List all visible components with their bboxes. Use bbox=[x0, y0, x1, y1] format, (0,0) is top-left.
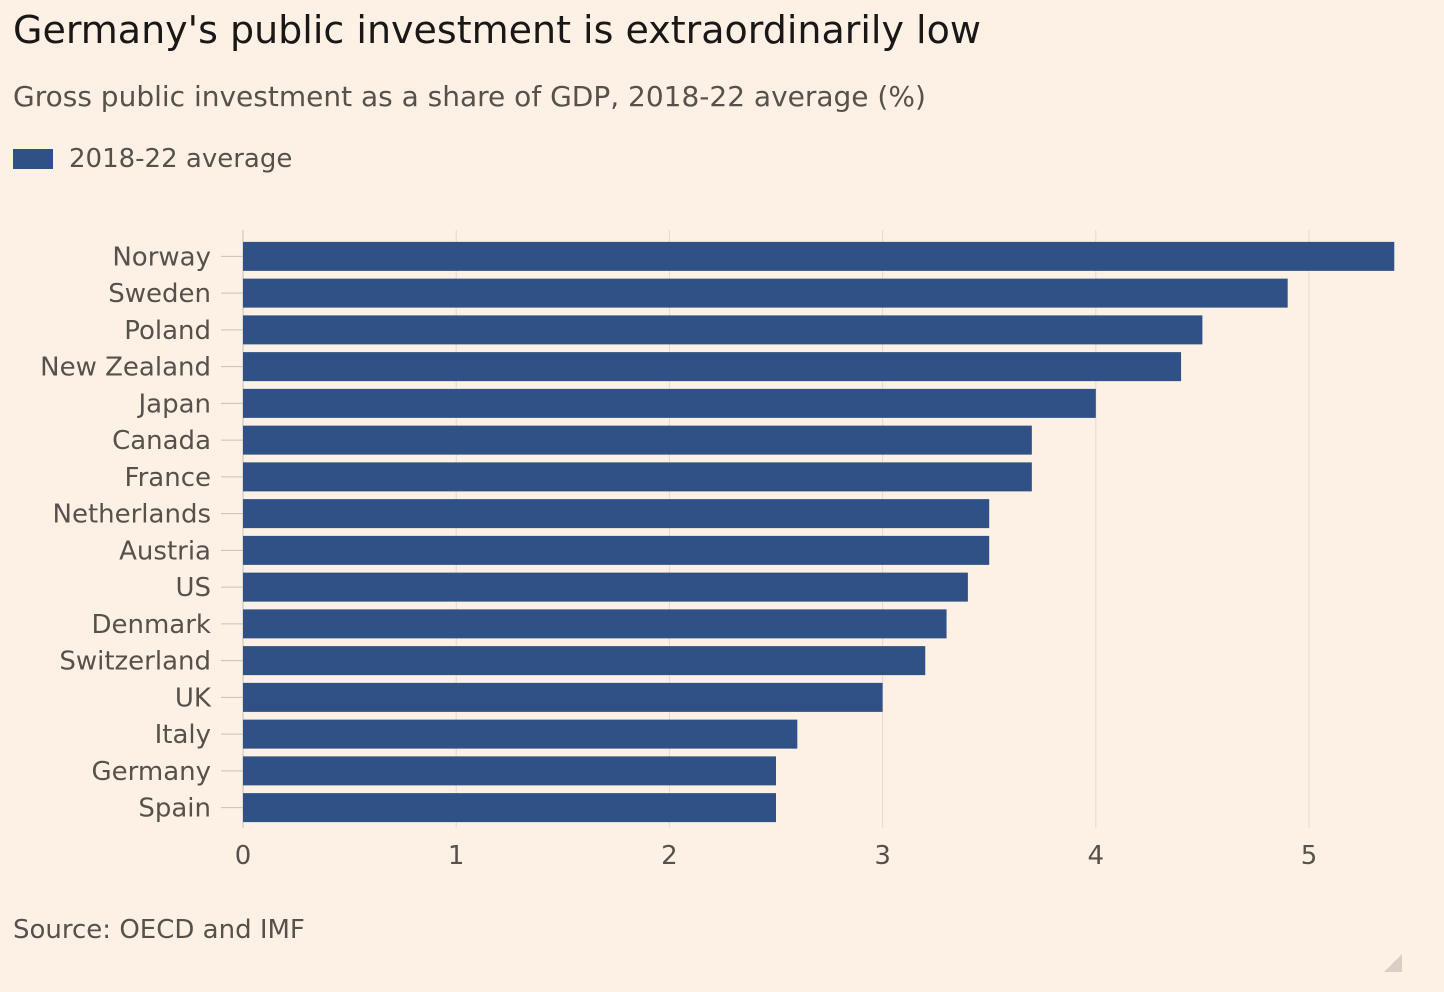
y-tick-label: France bbox=[125, 463, 211, 493]
y-tick-label: Switzerland bbox=[59, 647, 211, 677]
y-tick-label: Austria bbox=[119, 536, 211, 566]
bar-netherlands bbox=[243, 499, 990, 529]
bar-uk bbox=[243, 682, 883, 712]
x-tick-label: 5 bbox=[1301, 841, 1318, 871]
bar-new-zealand bbox=[243, 352, 1182, 382]
x-tick-label: 3 bbox=[874, 841, 891, 871]
y-tick-label: Sweden bbox=[108, 279, 211, 309]
y-tick-label: Japan bbox=[136, 389, 211, 419]
y-tick-label: Poland bbox=[124, 316, 211, 346]
source-note: Source: OECD and IMF bbox=[13, 915, 305, 945]
y-tick-label: Canada bbox=[112, 426, 211, 456]
bar-spain bbox=[243, 793, 776, 823]
y-tick-label: Germany bbox=[91, 757, 211, 787]
bar-canada bbox=[243, 425, 1032, 455]
y-tick-label: UK bbox=[175, 683, 212, 713]
bar-norway bbox=[243, 241, 1395, 271]
x-tick-label: 2 bbox=[661, 841, 678, 871]
legend: 2018-22 average bbox=[13, 144, 292, 174]
y-tick-label: New Zealand bbox=[40, 353, 211, 383]
bar-germany bbox=[243, 756, 776, 786]
y-tick-label: Italy bbox=[155, 720, 211, 750]
y-tick-label: Norway bbox=[112, 242, 211, 272]
chart-subtitle: Gross public investment as a share of GD… bbox=[13, 80, 926, 113]
y-tick-label: Denmark bbox=[91, 610, 211, 640]
chart-title: Germany's public investment is extraordi… bbox=[13, 8, 981, 52]
y-tick-label: US bbox=[175, 573, 211, 603]
bar-denmark bbox=[243, 609, 947, 639]
resize-corner-icon bbox=[1384, 954, 1402, 972]
bar-us bbox=[243, 572, 968, 602]
bar-sweden bbox=[243, 278, 1288, 308]
legend-label: 2018-22 average bbox=[69, 144, 293, 174]
legend-swatch bbox=[13, 149, 53, 169]
bar-poland bbox=[243, 315, 1203, 345]
bar-france bbox=[243, 462, 1032, 492]
bar-japan bbox=[243, 388, 1096, 418]
y-tick-label: Spain bbox=[138, 794, 211, 824]
x-tick-label: 0 bbox=[235, 841, 252, 871]
x-tick-label: 4 bbox=[1088, 841, 1105, 871]
bar-austria bbox=[243, 535, 990, 565]
x-tick-label: 1 bbox=[448, 841, 465, 871]
bar-switzerland bbox=[243, 646, 926, 676]
bar-italy bbox=[243, 719, 798, 749]
y-tick-label: Netherlands bbox=[53, 500, 212, 530]
